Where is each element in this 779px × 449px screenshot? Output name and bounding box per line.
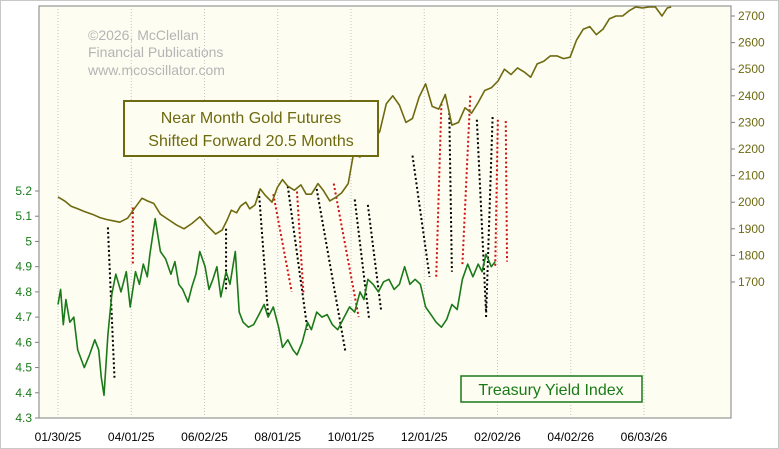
right-tick-label: 2500 [738,62,765,76]
x-axis: 01/30/25 04/01/25 06/02/25 08/01/25 10/01/25… [35,430,668,444]
x-tick-label: 10/01/25 [328,430,375,444]
left-tick-label: 5.1 [15,209,32,223]
gold-legend-frame [123,100,379,157]
left-tick-label: 4.4 [15,386,32,400]
x-tick-label: 02/02/26 [474,430,521,444]
watermark-line-3: www.mcoscillator.com [87,62,225,78]
yield-legend-label: Treasury Yield Index [478,382,623,399]
right-tick-label: 1900 [738,222,765,236]
red-connector-line [461,95,472,265]
red-connector-line [295,191,305,295]
black-connector-line [315,188,347,353]
red-connector-line [332,183,360,318]
left-tick-label: 4.9 [15,260,32,274]
right-tick-label: 2700 [738,9,765,23]
right-tick-label: 2000 [738,195,765,209]
left-tick-label: 5 [25,234,32,248]
left-tick-label: 4.3 [15,411,32,425]
connector-lines [106,95,509,378]
left-tick-label: 4.7 [15,310,32,324]
black-connector-line [475,119,488,313]
right-tick-label: 1700 [738,275,765,289]
watermark: ©2026, McClellan Financial Publications … [87,27,225,78]
x-tick-label: 12/01/25 [401,430,448,444]
gold-legend-line-2: Shifted Forward 20.5 Months [148,133,353,150]
black-connector-line [286,186,309,330]
gold-legend-line-1: Near Month Gold Futures [161,110,342,127]
left-tick-label: 5.2 [15,184,32,198]
left-tick-label: 4.5 [15,361,32,375]
x-tick-label: 04/02/26 [547,430,594,444]
red-connector-line [494,119,499,267]
left-tick-label: 4.8 [15,285,32,299]
left-axis: 5.2 5.1 5 4.9 4.8 4.7 4.6 4.5 4.4 4.3 [15,184,39,425]
x-tick-label: 06/02/25 [181,430,228,444]
right-tick-label: 2600 [738,36,765,50]
right-tick-label: 2400 [738,89,765,103]
black-connector-line [353,199,371,320]
right-tick-label: 2100 [738,169,765,183]
watermark-line-2: Financial Publications [88,44,223,60]
right-axis: 2700 2600 2500 2400 2300 2200 2100 2000 1900 1800… [731,9,765,289]
x-tick-label: 04/01/25 [108,430,155,444]
x-tick-label: 01/30/25 [35,430,82,444]
x-tick-label: 06/03/26 [621,430,668,444]
left-tick-label: 4.6 [15,335,32,349]
right-tick-label: 1800 [738,248,765,262]
yield-series-line [57,217,496,397]
watermark-line-1: ©2026, McClellan [88,27,199,43]
black-connector-line [485,117,494,318]
red-connector-line [504,121,509,262]
x-tick-label: 08/01/25 [254,430,301,444]
black-connector-line [448,113,453,272]
red-connector-line [272,194,293,293]
yield-legend-frame [460,375,643,403]
yield-legend-box: Treasury Yield Index [460,375,643,403]
gold-legend-box: Near Month Gold Futures Shifted Forward … [123,100,379,157]
plot-area [38,5,732,419]
right-tick-label: 2200 [738,142,765,156]
right-tick-label: 2300 [738,115,765,129]
